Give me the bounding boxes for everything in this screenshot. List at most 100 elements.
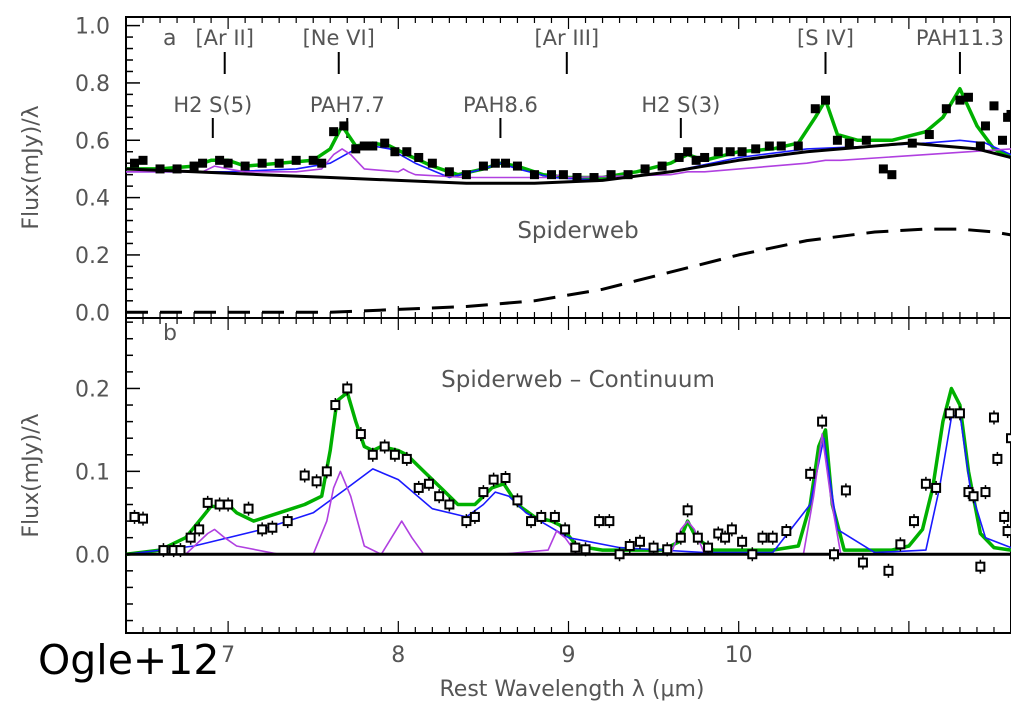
- x-axis-label: Rest Wavelength λ (μm): [439, 677, 704, 702]
- data-point: [726, 524, 737, 535]
- data-point: [682, 505, 693, 516]
- data-point: [130, 158, 140, 168]
- data-point: [461, 170, 471, 180]
- panel-annotation: Spiderweb – Continuum: [441, 367, 715, 393]
- data-point: [367, 449, 378, 460]
- data-point: [558, 170, 568, 180]
- series-line-2: [126, 148, 1011, 179]
- data-point: [512, 495, 523, 506]
- data-point: [713, 147, 723, 157]
- data-point: [751, 144, 761, 154]
- data-point: [640, 164, 650, 174]
- y-tick-label: 0.2: [75, 244, 110, 269]
- data-point: [810, 104, 820, 114]
- data-point: [817, 416, 828, 427]
- data-point: [257, 158, 267, 168]
- line-label: PAH11.3: [916, 26, 1004, 50]
- y-tick-label: 0.6: [75, 129, 110, 154]
- panel-b: 0.0 0.1 0.2 Flux(mJy)/λ b Spiderweb – Continu…: [19, 317, 1011, 634]
- y-tick-label: 0.2: [75, 377, 110, 402]
- data-point: [339, 121, 349, 131]
- data-point: [469, 511, 480, 522]
- data-point: [829, 549, 839, 560]
- y-tick-label: 1.0: [75, 15, 110, 40]
- x-tick-label: 8: [391, 643, 405, 668]
- data-point: [683, 147, 693, 157]
- data-point: [423, 478, 434, 489]
- data-point: [989, 101, 999, 111]
- data-point: [1006, 433, 1011, 444]
- data-point: [604, 516, 615, 527]
- data-point: [997, 135, 1007, 145]
- data-point: [189, 161, 199, 171]
- data-point: [692, 532, 703, 543]
- x-tick-label: 10: [725, 643, 753, 668]
- data-point: [1002, 526, 1011, 537]
- data-point: [844, 138, 854, 148]
- data-point: [840, 485, 851, 496]
- data-point: [282, 516, 293, 527]
- data-point: [975, 141, 985, 151]
- y-tick-label: 0.8: [75, 72, 110, 97]
- data-point: [747, 549, 758, 560]
- y-tick-label: 0.0: [75, 543, 110, 568]
- data-point: [992, 453, 1003, 464]
- data-point: [461, 516, 472, 527]
- data-point: [988, 412, 999, 423]
- data-point: [444, 499, 455, 510]
- data-point: [691, 155, 701, 165]
- data-point: [767, 532, 778, 543]
- data-point: [308, 155, 318, 165]
- y-axis-label: Flux(mJy)/λ: [19, 413, 44, 537]
- data-point: [963, 92, 973, 102]
- data-point: [1006, 109, 1011, 119]
- data-point: [526, 516, 537, 527]
- data-point: [570, 542, 581, 553]
- data-point: [580, 544, 591, 555]
- data-point: [194, 524, 205, 535]
- panel-letter: a: [163, 26, 176, 51]
- data-point: [955, 95, 965, 105]
- data-point: [720, 532, 731, 543]
- line-label: [Ne VI]: [303, 26, 375, 50]
- data-point: [703, 542, 714, 553]
- data-point: [737, 147, 747, 157]
- panel-a: 0.0 0.2 0.4 0.6 0.8 1.0 Flux(mJy)/λ a Spiderweb […: [19, 15, 1011, 326]
- data-point: [975, 561, 986, 572]
- data-point: [546, 170, 556, 180]
- data-point: [907, 138, 917, 148]
- data-point: [857, 557, 868, 568]
- y-axis-label: Flux(mJy)/λ: [19, 105, 44, 229]
- data-point: [725, 147, 735, 157]
- data-point: [427, 158, 437, 168]
- data-point: [944, 408, 955, 419]
- data-point: [311, 476, 322, 487]
- line-label: PAH7.7: [310, 93, 385, 117]
- data-point: [500, 472, 511, 483]
- data-point: [820, 95, 830, 105]
- data-point: [351, 144, 361, 154]
- y-tick-label: 0.1: [75, 460, 110, 485]
- data-point: [549, 511, 560, 522]
- data-point: [138, 155, 148, 165]
- data-point: [931, 482, 942, 493]
- data-point: [662, 544, 673, 555]
- data-point: [359, 141, 369, 151]
- x-axis: 7 8 9 10: [221, 643, 753, 668]
- data-point: [129, 511, 140, 522]
- data-point: [980, 487, 991, 498]
- data-point: [941, 104, 951, 114]
- data-point: [648, 542, 659, 553]
- data-point: [389, 449, 400, 460]
- data-point: [606, 170, 616, 180]
- data-point: [764, 141, 774, 151]
- data-point: [434, 491, 445, 502]
- data-point: [155, 164, 165, 174]
- data-point: [202, 497, 213, 508]
- line-label: [Ar III]: [534, 26, 599, 50]
- data-point: [401, 453, 412, 464]
- data-point: [589, 173, 599, 183]
- data-point: [512, 161, 522, 171]
- data-point: [861, 135, 871, 145]
